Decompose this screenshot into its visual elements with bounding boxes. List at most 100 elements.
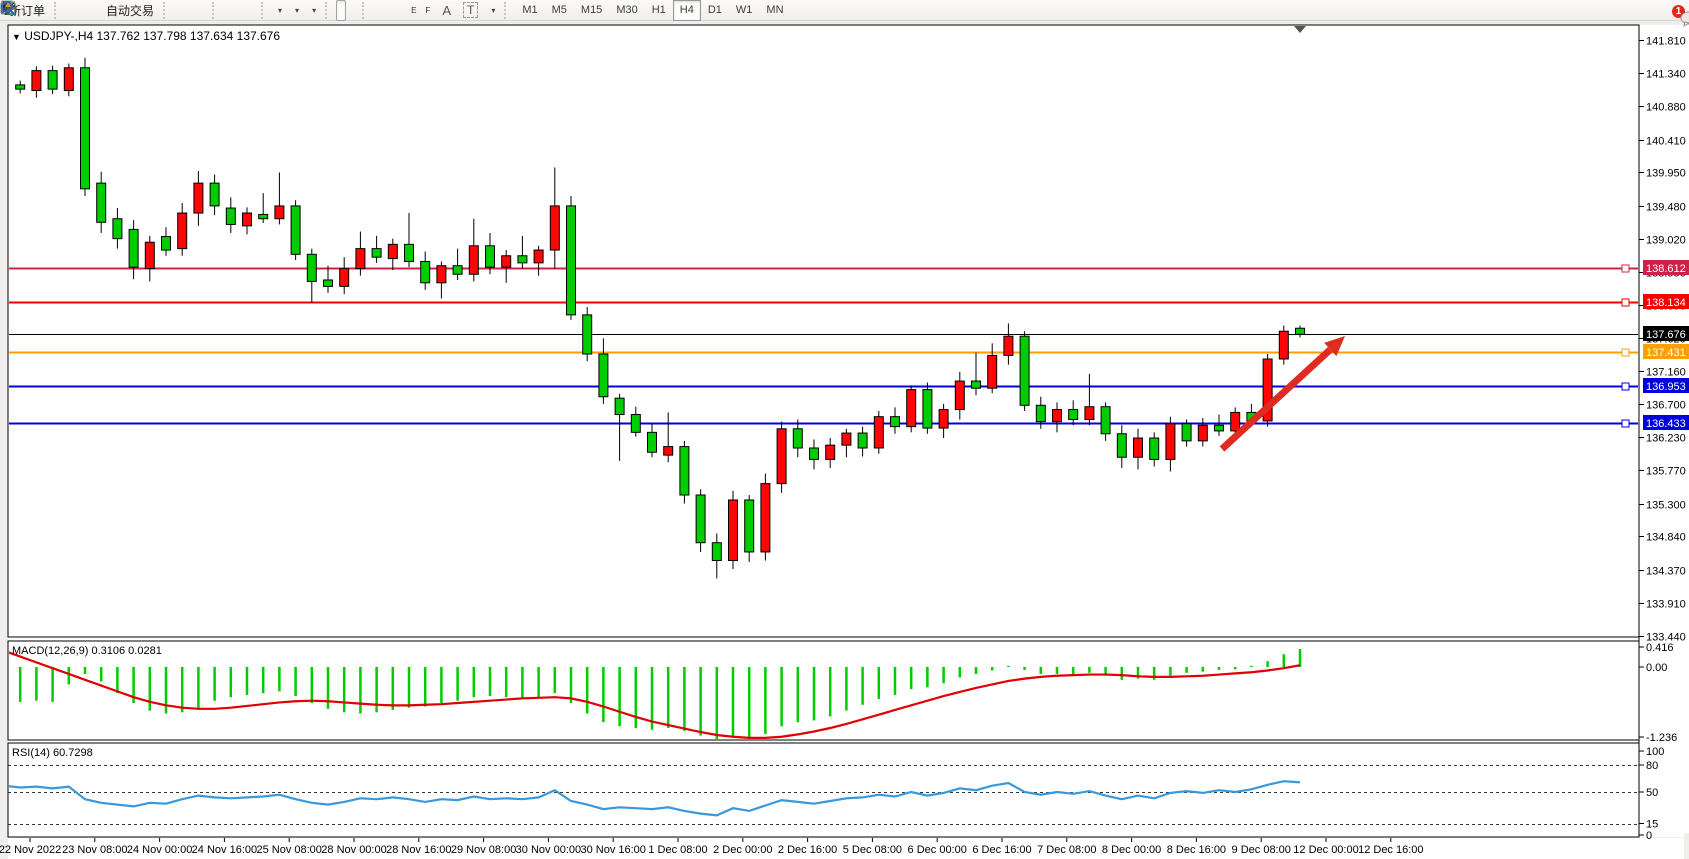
tile-windows-button[interactable]	[1, 0, 257, 21]
candlestick-mode-button[interactable]	[2, 0, 196, 21]
svg-text:137.676: 137.676	[1646, 329, 1686, 341]
text-tool-button[interactable]: A	[437, 0, 456, 21]
svg-text:138.134: 138.134	[1646, 297, 1686, 309]
timeframe-button-w1[interactable]: W1	[735, 4, 753, 16]
svg-text:140.880: 140.880	[1646, 102, 1686, 114]
trendline-tool-button[interactable]	[1, 0, 407, 21]
toolbar-separator	[362, 1, 369, 19]
svg-text:29 Nov 08:00: 29 Nov 08:00	[451, 844, 516, 856]
svg-text:0: 0	[1646, 830, 1652, 842]
svg-text:30 Nov 16:00: 30 Nov 16:00	[580, 844, 645, 856]
horizontal-line-tool-button[interactable]	[1, 0, 395, 21]
svg-text:6 Dec 16:00: 6 Dec 16:00	[972, 844, 1031, 856]
svg-text:25 Nov 08:00: 25 Nov 08:00	[256, 844, 321, 856]
bar-chart-mode-button[interactable]	[2, 0, 184, 21]
timeframe-button-h1[interactable]: H1	[651, 4, 666, 16]
timeframe-button-m5[interactable]: M5	[551, 4, 567, 16]
fibonacci-tool-button[interactable]: F	[1, 0, 435, 21]
svg-text:136.433: 136.433	[1646, 418, 1686, 430]
zoom-in-button[interactable]	[1, 0, 233, 21]
svg-text:24 Nov 16:00: 24 Nov 16:00	[192, 844, 257, 856]
channel-tool-label: E	[411, 5, 417, 15]
svg-text:28 Nov 00:00: 28 Nov 00:00	[321, 844, 386, 856]
svg-text:137.160: 137.160	[1646, 367, 1686, 379]
toolbar-separator	[504, 1, 511, 19]
timeframe-button-m1[interactable]: M1	[522, 4, 538, 16]
svg-text:1 Dec 08:00: 1 Dec 08:00	[648, 844, 707, 856]
svg-text:50: 50	[1646, 787, 1658, 799]
svg-text:136.700: 136.700	[1646, 400, 1686, 412]
rsi-axis: 100 80 50 150	[8, 746, 1664, 842]
macd-indicator-label: MACD(12,26,9) 0.3106 0.0281	[12, 645, 162, 657]
svg-text:136.953: 136.953	[1646, 381, 1686, 393]
svg-text:140.410: 140.410	[1646, 136, 1686, 148]
trend-arrow-annotation[interactable]	[1219, 336, 1345, 452]
market-watch-button[interactable]	[2, 0, 75, 21]
svg-text:141.340: 141.340	[1646, 69, 1686, 81]
auto-trading-label: 自动交易	[106, 3, 155, 18]
svg-text:139.950: 139.950	[1646, 168, 1686, 180]
rsi-line	[9, 780, 1301, 817]
svg-text:0.416: 0.416	[1646, 642, 1674, 654]
timeframe-button-m30[interactable]: M30	[616, 4, 638, 16]
templates-button[interactable]: ▾	[1, 0, 321, 21]
svg-text:100: 100	[1646, 746, 1664, 758]
svg-text:139.480: 139.480	[1646, 202, 1686, 214]
macd-histogram	[9, 648, 1302, 739]
chevron-down-icon: ▾	[312, 5, 317, 15]
vertical-line-tool-button[interactable]	[5, 0, 383, 21]
chevron-down-icon: ▾	[278, 5, 283, 15]
svg-text:133.440: 133.440	[1646, 632, 1686, 644]
svg-text:9 Dec 08:00: 9 Dec 08:00	[1232, 844, 1291, 856]
indicators-button[interactable]: ▾	[1, 0, 287, 21]
timeframe-button-h4[interactable]: H4	[672, 0, 701, 21]
macd-signal-line	[9, 651, 1301, 739]
chart-shift-marker[interactable]	[1294, 26, 1306, 33]
timeframe-bar: M1 M5 M15 M30 H1 H4 D1 W1 MN	[515, 0, 790, 21]
symbol-dropdown-caret[interactable]: ▼	[12, 32, 21, 42]
timeframe-button-m15[interactable]: M15	[580, 4, 603, 16]
svg-text:22 Nov 2022: 22 Nov 2022	[0, 844, 61, 856]
signals-button[interactable]	[1, 0, 99, 21]
crosshair-tool-button[interactable]	[1, 0, 358, 21]
search-icon[interactable]	[0, 0, 17, 17]
svg-text:136.230: 136.230	[1646, 433, 1686, 445]
chevron-down-icon: ▾	[295, 5, 300, 15]
svg-text:-1.236: -1.236	[1646, 732, 1677, 744]
periods-button[interactable]: ▾	[1, 0, 304, 21]
svg-text:23 Nov 08:00: 23 Nov 08:00	[62, 844, 127, 856]
price-line-badges: 138.612 138.134 137.676 137.431 136.953 136.4…	[1643, 260, 1689, 430]
svg-text:137.431: 137.431	[1646, 347, 1686, 359]
channel-tool-button[interactable]: E	[0, 0, 421, 21]
toolbar-separator	[54, 1, 61, 19]
svg-text:8 Dec 00:00: 8 Dec 00:00	[1102, 844, 1161, 856]
svg-text:5 Dec 08:00: 5 Dec 08:00	[843, 844, 902, 856]
arrows-tool-button[interactable]: ▾	[5, 0, 500, 21]
label-tool-label: T	[462, 2, 479, 18]
svg-text:135.770: 135.770	[1646, 466, 1686, 478]
svg-text:6 Dec 00:00: 6 Dec 00:00	[908, 844, 967, 856]
timeframe-button-d1[interactable]: D1	[707, 4, 722, 16]
cursor-tool-button[interactable]	[3, 0, 347, 21]
horizontal-level-lines[interactable]	[8, 264, 1639, 428]
fibonacci-tool-label: F	[425, 5, 431, 15]
svg-text:7 Dec 08:00: 7 Dec 08:00	[1037, 844, 1096, 856]
text-label-tool-button[interactable]: T	[458, 0, 483, 21]
svg-text:8 Dec 16:00: 8 Dec 16:00	[1167, 844, 1226, 856]
svg-text:139.020: 139.020	[1646, 235, 1686, 247]
svg-text:0.00: 0.00	[1646, 662, 1667, 674]
terminal-button[interactable]	[0, 0, 87, 21]
timeframe-button-mn[interactable]: MN	[766, 4, 784, 16]
svg-text:28 Nov 16:00: 28 Nov 16:00	[386, 844, 451, 856]
auto-trading-button[interactable]: 自动交易	[1, 0, 159, 21]
svg-text:2 Dec 00:00: 2 Dec 00:00	[713, 844, 772, 856]
toolbar-separator	[212, 1, 219, 19]
chevron-down-icon: ▾	[491, 5, 496, 15]
new-order-label: 新订单	[9, 3, 46, 18]
line-chart-mode-button[interactable]	[1, 0, 208, 21]
rsi-indicator-label: RSI(14) 60.7298	[12, 747, 93, 759]
svg-text:141.810: 141.810	[1646, 36, 1686, 48]
zoom-out-button[interactable]	[1, 0, 245, 21]
